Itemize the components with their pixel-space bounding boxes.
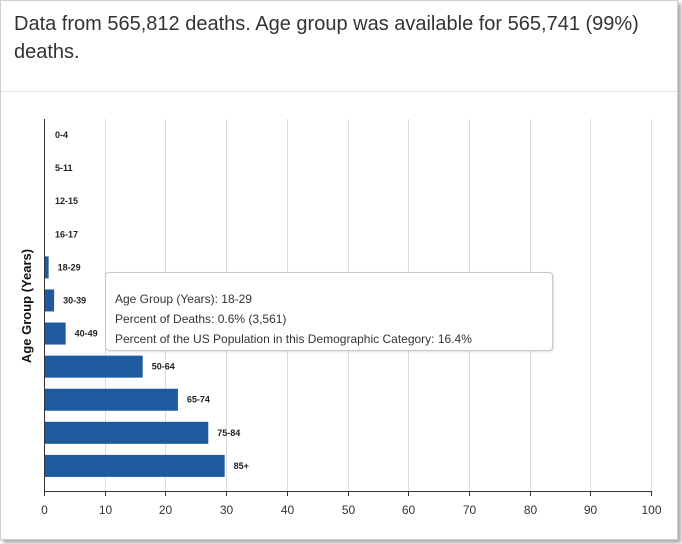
bar-40-49[interactable] [45, 322, 66, 345]
chart-caption: Data from 565,812 deaths. Age group was … [14, 13, 639, 63]
category-label: 16-17 [55, 229, 78, 239]
chart-header: Data from 565,812 deaths. Age group was … [1, 1, 677, 92]
category-label: 0-4 [55, 130, 68, 140]
tooltip-population-percent: Percent of the US Population in this Dem… [115, 332, 472, 346]
category-label: 18-29 [58, 262, 81, 272]
category-label: 5-11 [55, 163, 73, 173]
category-label: 30-39 [63, 295, 86, 305]
x-tick-label: 80 [524, 503, 538, 517]
x-tick-label: 30 [220, 503, 234, 517]
tooltip-age-group: Age Group (Years): 18-29 [115, 292, 252, 306]
x-tick-label: 0 [41, 503, 48, 517]
bar-65-74[interactable] [45, 388, 178, 411]
y-axis-label: Age Group (Years) [19, 249, 34, 363]
category-labels: 0-4 5-11 12-15 16-17 18-29 30-39 40-49 50-64 65-… [55, 130, 249, 471]
tooltip-percent-deaths: Percent of Deaths: 0.6% (3,561) [115, 312, 287, 326]
category-label: 85+ [234, 461, 249, 471]
bar-85+[interactable] [45, 454, 225, 477]
x-tick-label: 10 [99, 503, 113, 517]
x-tick-label: 100 [641, 503, 661, 517]
bars [45, 256, 225, 477]
category-label: 40-49 [75, 329, 98, 339]
category-label: 12-15 [55, 196, 78, 206]
bar-30-39[interactable] [45, 289, 55, 312]
x-tick-label: 60 [402, 503, 416, 517]
x-axis-ticks: 0 10 20 30 40 50 60 70 80 90 100 [41, 491, 662, 517]
hover-tooltip: Age Group (Years): 18-29 Percent of Deat… [105, 272, 553, 351]
x-tick-label: 50 [342, 503, 356, 517]
x-tick-label: 90 [584, 503, 598, 517]
category-label: 65-74 [187, 395, 210, 405]
x-tick-label: 40 [281, 503, 295, 517]
bar-50-64[interactable] [45, 355, 143, 378]
x-tick-label: 20 [159, 503, 173, 517]
bar-75-84[interactable] [45, 421, 209, 444]
x-tick-label: 70 [463, 503, 477, 517]
category-label: 75-84 [217, 428, 240, 438]
bar-18-29[interactable] [45, 256, 49, 279]
category-label: 50-64 [152, 362, 175, 372]
